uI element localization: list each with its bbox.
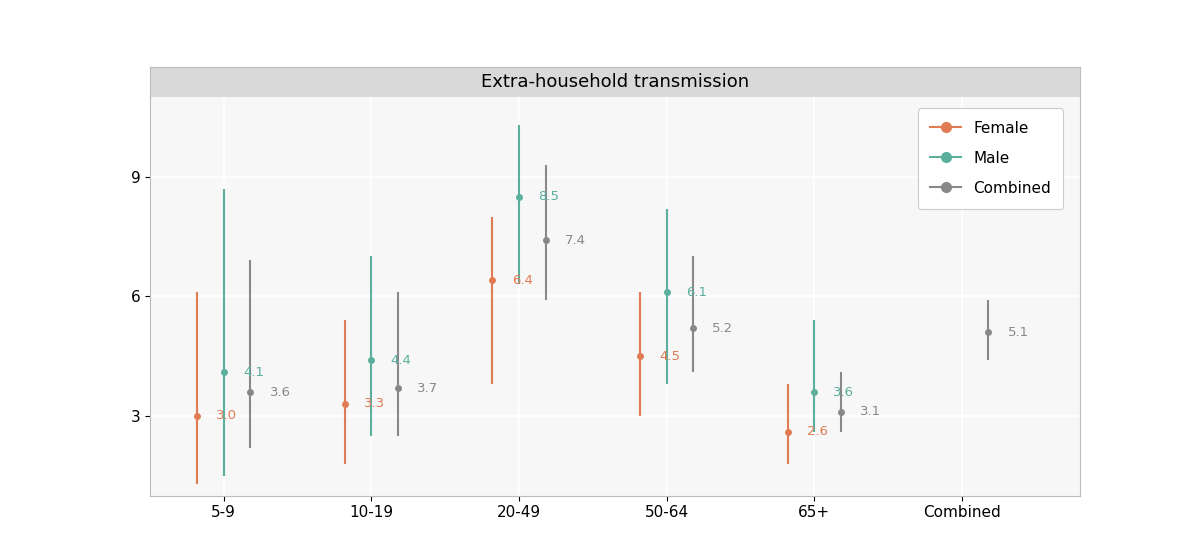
Text: 3.1: 3.1 — [860, 405, 881, 418]
Text: 6.1: 6.1 — [686, 286, 707, 299]
Text: 3.0: 3.0 — [216, 409, 238, 422]
Text: 7.4: 7.4 — [565, 234, 586, 247]
Text: 3.3: 3.3 — [364, 398, 385, 411]
Text: 2.6: 2.6 — [806, 426, 828, 438]
Text: 5.2: 5.2 — [713, 322, 733, 335]
Text: 3.6: 3.6 — [270, 385, 290, 398]
Text: 8.5: 8.5 — [539, 190, 559, 203]
Text: 4.1: 4.1 — [242, 365, 264, 379]
Text: 4.5: 4.5 — [659, 350, 680, 363]
Text: 5.1: 5.1 — [1008, 326, 1028, 339]
Text: 4.4: 4.4 — [391, 354, 412, 367]
Text: 3.6: 3.6 — [834, 385, 854, 398]
Legend: Female, Male, Combined: Female, Male, Combined — [918, 109, 1063, 209]
Text: Extra-household transmission: Extra-household transmission — [481, 73, 749, 91]
Text: 6.4: 6.4 — [511, 274, 533, 287]
Text: 3.7: 3.7 — [418, 382, 438, 394]
